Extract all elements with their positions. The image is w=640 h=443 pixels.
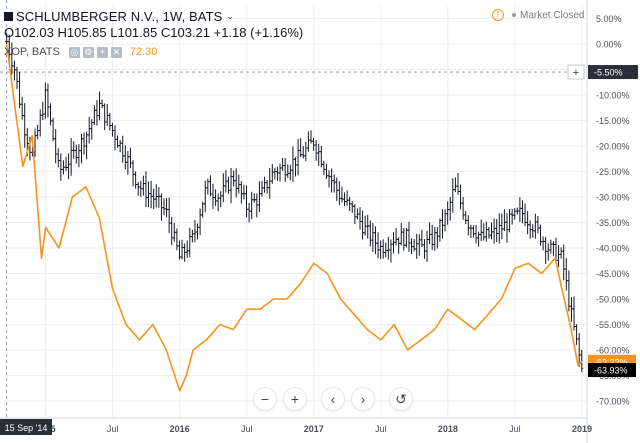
crosshair-value-badge [588,65,638,80]
ohlc-values: O102.03 H105.85 L101.85 C103.21 +1.18 (+… [4,25,304,40]
x-tick-label: Jul [241,424,253,434]
crosshair-value-label: -5.50% [594,68,623,78]
scroll-left-button[interactable]: ‹ [321,387,345,411]
symbol-header[interactable]: SCHLUMBERGER N.V., 1W, BATS ⌄ [4,8,234,24]
x-tick-label: 2019 [572,424,592,434]
x-tick-label: Jul [107,424,119,434]
compare-value: 72.30 [129,46,158,58]
eye-icon[interactable]: ◎ [68,46,80,58]
x-tick-label: 2016 [170,424,190,434]
y-tick-label: -40.00% [596,244,630,254]
slb-ohlc-series [5,33,584,373]
market-status-label: Market Closed [520,9,585,21]
price-badge-label: -62.32% [594,357,628,367]
y-tick-label: -55.00% [596,320,630,330]
zoom-out-button[interactable]: − [253,387,277,411]
crosshair-date-label: 15 Sep '14 [5,423,48,433]
y-tick-label: -50.00% [596,295,630,305]
y-tick-label: -70.00% [596,397,630,407]
x-tick-label: 2017 [304,424,324,434]
y-tick-label: -35.00% [596,218,630,228]
y-tick-label: 0.00% [596,40,622,50]
compare-symbol[interactable]: XOP, BATS [4,46,60,58]
x-tick-label: 2018 [438,424,458,434]
price-badge [588,363,636,378]
price-badge-label: -63.93% [594,366,628,376]
market-status: ! Market Closed [492,9,584,21]
y-tick-label: -15.00% [596,116,630,126]
y-tick-label: -45.00% [596,269,630,279]
chevron-down-icon[interactable]: ⌄ [226,10,234,21]
alert-icon: ! [492,9,504,21]
crosshair-add-button [567,64,585,80]
y-tick-label: -25.00% [596,167,630,177]
zoom-in-button[interactable]: + [283,387,307,411]
y-tick-label: -20.00% [596,142,630,152]
symbol-color-swatch [4,11,13,21]
status-dot-icon [512,13,516,17]
close-icon[interactable]: ✕ [110,46,122,58]
xop-line-series [5,43,583,392]
y-tick-label: 5.00% [596,14,622,24]
add-icon[interactable]: + [96,46,108,58]
y-tick-label: -30.00% [596,193,630,203]
compare-symbol-row: XOP, BATS ◎ ⚙ + ✕ 72.30 [4,46,157,58]
x-tick-label: Jul [375,424,387,434]
y-tick-label: -60.00% [596,346,630,356]
crosshair-date-badge [0,419,52,435]
symbol-title[interactable]: SCHLUMBERGER N.V., 1W, BATS [16,8,223,24]
reset-button[interactable]: ↺ [389,387,413,411]
gear-icon[interactable]: ⚙ [82,46,94,58]
grid-lines [4,5,586,418]
scroll-right-button[interactable]: › [351,387,375,411]
plus-icon: + [573,67,579,79]
chart-nav-bar: − + ‹ › ↺ [253,387,419,411]
x-tick-label: Jul [509,424,521,434]
y-tick-label: -10.00% [596,91,630,101]
